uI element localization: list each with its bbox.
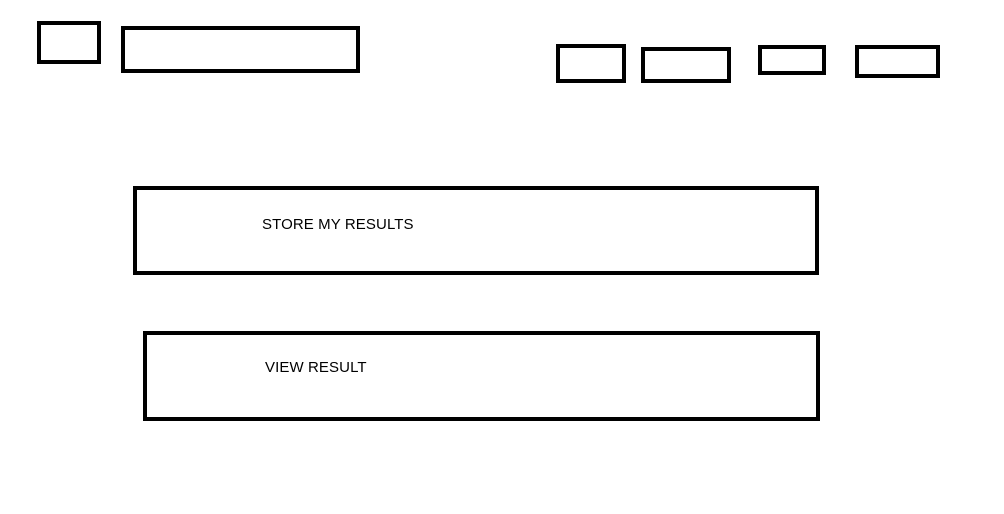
nav-button-3[interactable] — [758, 45, 826, 75]
nav-button-2[interactable] — [641, 47, 731, 83]
nav-button-1[interactable] — [556, 44, 626, 83]
view-result-button[interactable]: VIEW RESULT — [143, 331, 820, 421]
title-placeholder — [121, 26, 360, 73]
store-my-results-button[interactable]: STORE MY RESULTS — [133, 186, 819, 275]
nav-button-4[interactable] — [855, 45, 940, 78]
view-result-label: VIEW RESULT — [265, 359, 367, 376]
store-my-results-label: STORE MY RESULTS — [262, 216, 414, 233]
logo-placeholder — [37, 21, 101, 64]
